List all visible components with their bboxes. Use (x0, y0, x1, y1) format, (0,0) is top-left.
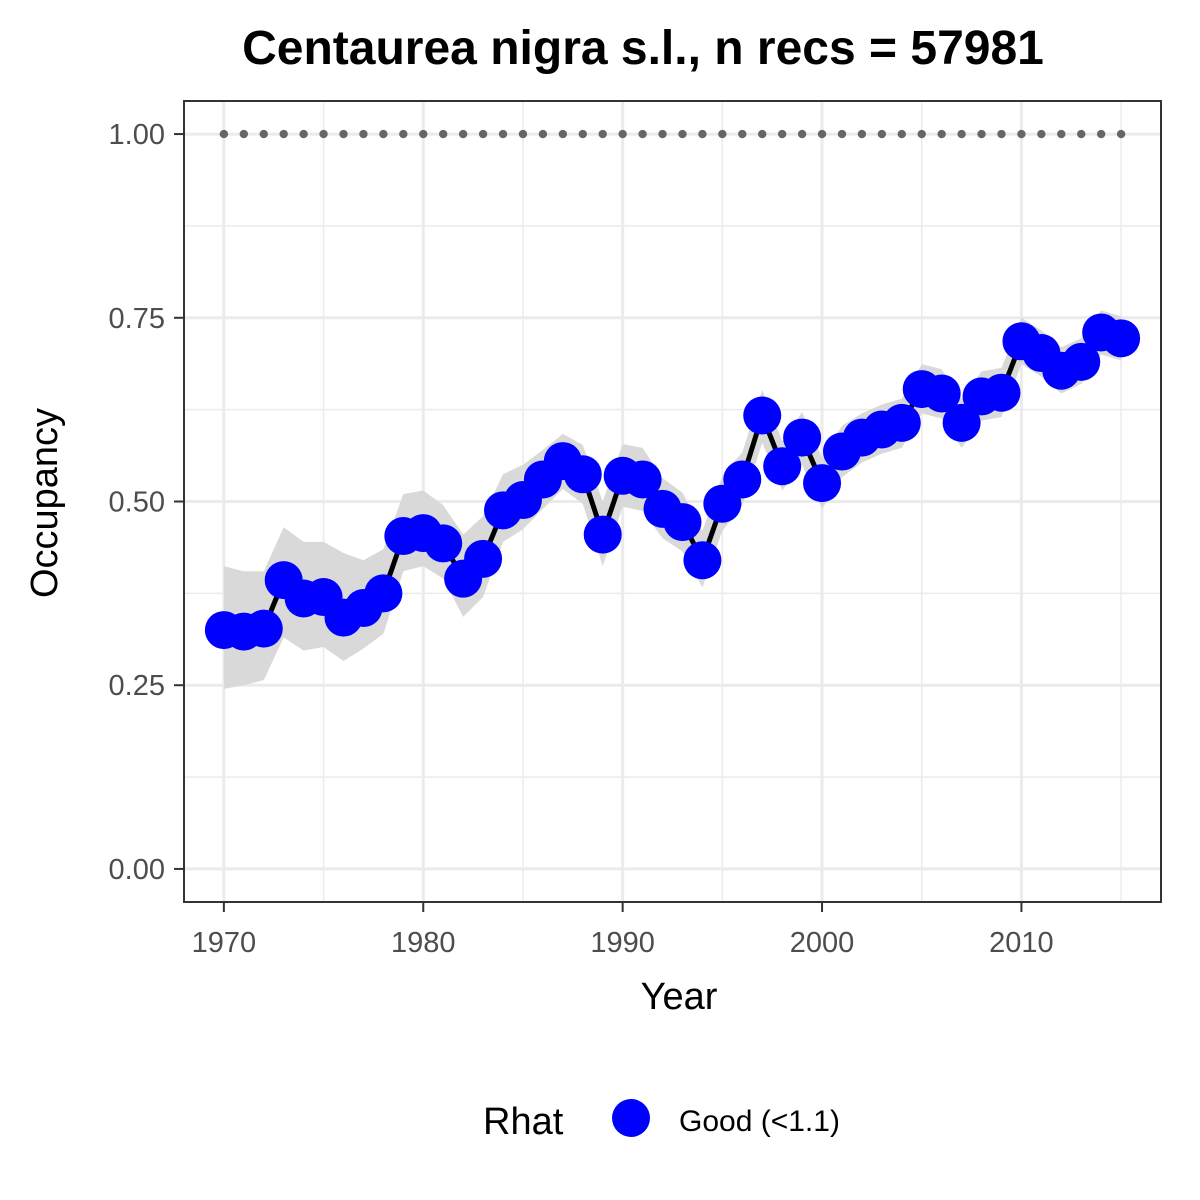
legend-label-good: Good (<1.1) (679, 1105, 840, 1138)
reference-dot (1017, 129, 1026, 139)
x-tick-label: 1990 (590, 927, 655, 959)
reference-dot (399, 129, 408, 139)
reference-dot (538, 129, 548, 139)
y-tick-label: 0.50 (109, 487, 165, 519)
x-tick-label: 1970 (192, 927, 257, 959)
data-point (743, 396, 782, 435)
data-point (1102, 319, 1141, 358)
reference-dot (977, 129, 986, 139)
reference-dot (698, 129, 707, 139)
reference-dot (638, 129, 647, 139)
reference-dot (518, 129, 528, 139)
reference-dot (478, 129, 488, 139)
reference-dot (758, 129, 767, 139)
x-axis-title: Year (641, 976, 718, 1018)
reference-dot (857, 129, 867, 139)
data-point (663, 503, 702, 542)
reference-dot (279, 129, 288, 139)
reference-dot (897, 129, 906, 139)
legend: Rhat Good (<1.1) (483, 1099, 840, 1143)
x-axis-ticks: 1970 1980 1990 2000 2010 (192, 902, 1054, 959)
reference-dot (259, 129, 268, 139)
reference-dot (498, 129, 508, 139)
reference-dot (777, 129, 787, 139)
data-point (1062, 342, 1101, 381)
reference-dot (219, 129, 229, 139)
reference-dot (299, 129, 308, 139)
reference-dot (738, 129, 747, 139)
data-point (623, 460, 662, 499)
reference-dot (598, 129, 607, 139)
data-point (982, 373, 1021, 412)
reference-dot (558, 129, 568, 139)
reference-dot (618, 129, 627, 139)
reference-dot (1077, 129, 1086, 139)
reference-dot (678, 129, 687, 139)
x-tick-label: 1980 (391, 927, 456, 959)
data-point (563, 455, 602, 494)
reference-dot (917, 129, 926, 139)
data-point (803, 464, 842, 503)
reference-dot (797, 129, 807, 139)
reference-dot (837, 129, 847, 139)
reference-dots-layer (219, 129, 1126, 139)
legend-key-good (612, 1099, 650, 1137)
reference-dot (359, 129, 368, 139)
y-tick-label: 0.00 (109, 854, 165, 886)
reference-dot (1096, 129, 1106, 139)
reference-dot (817, 129, 827, 139)
data-points-layer (204, 313, 1141, 651)
reference-dot (1116, 129, 1126, 139)
data-point (763, 447, 802, 486)
data-point (882, 403, 921, 442)
grid-lines (184, 101, 1161, 902)
y-tick-label: 1.00 (109, 119, 165, 151)
data-point (922, 374, 961, 413)
reference-dot (458, 129, 468, 139)
legend-title: Rhat (483, 1101, 564, 1143)
y-tick-label: 0.25 (109, 670, 165, 702)
reference-dot (877, 129, 887, 139)
x-tick-label: 2000 (790, 927, 855, 959)
data-point (942, 403, 981, 442)
y-axis-ticks: 0.00 0.25 0.50 0.75 1.00 (109, 119, 184, 886)
chart-title: Centaurea nigra s.l., n recs = 57981 (242, 22, 1044, 75)
reference-dot (339, 129, 348, 139)
data-point (723, 460, 762, 499)
y-tick-label: 0.75 (109, 303, 165, 335)
y-axis-title: Occupancy (24, 408, 66, 598)
reference-dot (319, 129, 328, 139)
reference-dot (419, 129, 428, 139)
reference-dot (239, 129, 249, 139)
reference-dot (1037, 129, 1046, 139)
reference-dot (658, 129, 667, 139)
reference-dot (997, 129, 1006, 139)
reference-dot (937, 129, 946, 139)
reference-dot (379, 129, 388, 139)
reference-dot (1057, 129, 1066, 139)
data-point (783, 418, 822, 457)
reference-dot (718, 129, 727, 139)
data-point (424, 524, 463, 563)
reference-dot (439, 129, 448, 139)
data-point (364, 574, 403, 613)
data-point (464, 539, 503, 578)
reference-dot (957, 129, 966, 139)
data-point (244, 609, 283, 648)
data-point (683, 541, 722, 580)
data-point (583, 515, 622, 554)
x-tick-label: 2010 (989, 927, 1054, 959)
reference-dot (578, 129, 587, 139)
